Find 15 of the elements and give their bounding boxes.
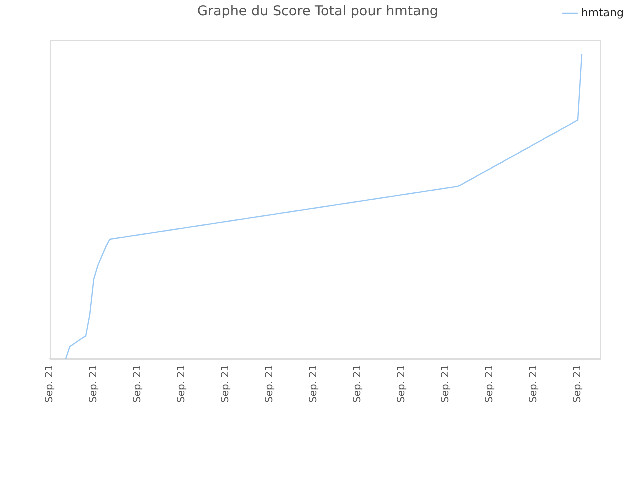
x-tick-label: Sep. 21 [88, 365, 100, 403]
x-tick-label: Sep. 21 [352, 365, 364, 403]
x-tick-label: Sep. 21 [132, 365, 144, 403]
x-tick-label: Sep. 21 [396, 365, 408, 403]
x-tick-label: Sep. 21 [440, 365, 452, 403]
x-tick-label: Sep. 21 [44, 365, 56, 403]
x-tick-label: Sep. 21 [220, 365, 232, 403]
chart-title: Graphe du Score Total pour hmtang [198, 4, 438, 20]
x-tick-label: Sep. 21 [572, 365, 584, 403]
x-tick-label: Sep. 21 [176, 365, 188, 403]
legend-label: hmtang [581, 6, 624, 20]
x-tick-label: Sep. 21 [308, 365, 320, 403]
x-tick-label: Sep. 21 [264, 365, 276, 403]
x-tick-label: Sep. 21 [528, 365, 540, 403]
x-tick-label: Sep. 21 [484, 365, 496, 403]
